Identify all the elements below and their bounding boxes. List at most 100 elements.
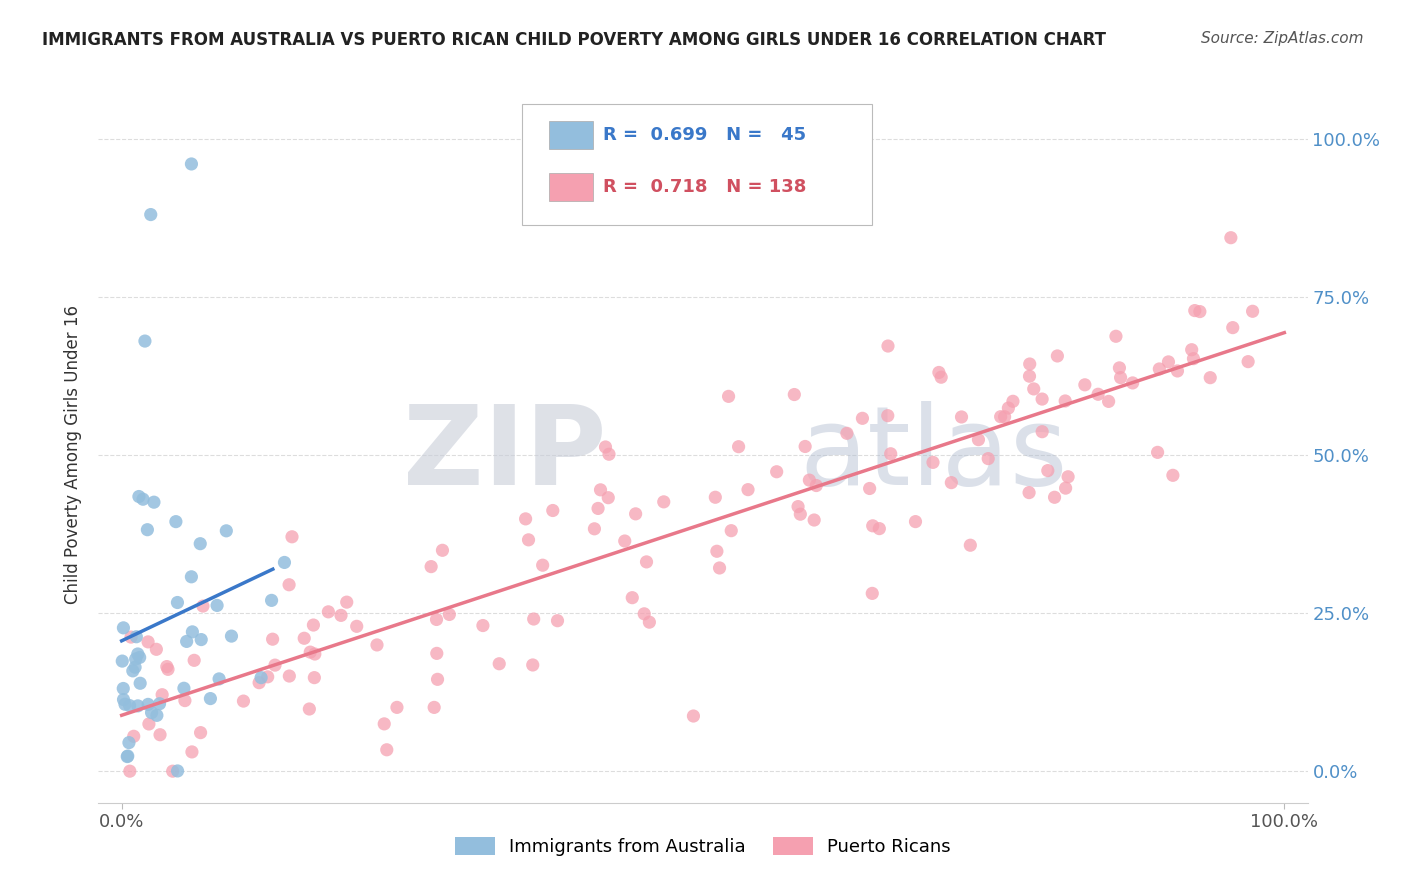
Point xyxy=(423,700,446,714)
Point xyxy=(426,646,449,660)
Point xyxy=(859,482,882,496)
Point xyxy=(139,208,162,222)
Point xyxy=(165,515,187,529)
Point xyxy=(166,764,188,778)
Point xyxy=(950,409,973,424)
Point xyxy=(117,749,139,764)
Point xyxy=(127,647,149,661)
Point xyxy=(432,543,454,558)
Point xyxy=(652,495,675,509)
Point xyxy=(180,157,202,171)
Point xyxy=(426,673,449,687)
Point xyxy=(330,608,353,623)
Point xyxy=(302,618,325,632)
Point xyxy=(125,630,148,644)
Point xyxy=(959,538,981,552)
Point xyxy=(124,652,146,666)
Point xyxy=(1184,303,1206,318)
Point xyxy=(1161,468,1184,483)
Point xyxy=(589,483,612,497)
Point xyxy=(336,595,359,609)
Point xyxy=(191,599,214,613)
Point xyxy=(247,675,270,690)
Point xyxy=(156,662,179,676)
Point xyxy=(1188,304,1211,318)
Point xyxy=(124,660,146,674)
Point xyxy=(176,634,198,648)
Point xyxy=(138,717,160,731)
Point xyxy=(1199,370,1222,384)
Point xyxy=(904,515,927,529)
Point xyxy=(717,389,740,403)
Point xyxy=(262,632,284,647)
Point xyxy=(278,578,301,592)
Point xyxy=(595,440,617,454)
Point xyxy=(173,681,195,696)
Point xyxy=(586,501,609,516)
Point xyxy=(547,614,569,628)
Point xyxy=(1241,304,1264,318)
Point xyxy=(1074,377,1097,392)
Point xyxy=(1149,362,1171,376)
Point xyxy=(1043,490,1066,504)
Point xyxy=(624,507,647,521)
Point xyxy=(879,447,901,461)
Point xyxy=(145,642,167,657)
Point xyxy=(967,433,990,447)
Point xyxy=(114,698,136,712)
FancyBboxPatch shape xyxy=(550,173,593,201)
Point xyxy=(806,478,828,492)
Point xyxy=(215,524,238,538)
Point xyxy=(118,764,141,779)
Text: IMMIGRANTS FROM AUSTRALIA VS PUERTO RICAN CHILD POVERTY AMONG GIRLS UNDER 16 COR: IMMIGRANTS FROM AUSTRALIA VS PUERTO RICA… xyxy=(42,31,1107,49)
Point xyxy=(298,702,321,716)
Point xyxy=(1219,230,1241,244)
Point xyxy=(488,657,510,671)
Point xyxy=(1001,394,1024,409)
Point xyxy=(122,729,145,743)
Point xyxy=(132,492,155,507)
Point xyxy=(292,632,315,646)
Point xyxy=(706,544,728,558)
Point xyxy=(598,447,620,461)
Point xyxy=(318,605,340,619)
Point xyxy=(118,736,141,750)
Point xyxy=(783,387,806,401)
Point xyxy=(720,524,742,538)
Point xyxy=(181,745,204,759)
Point xyxy=(531,558,554,573)
Point xyxy=(1157,355,1180,369)
Point xyxy=(1018,369,1040,384)
Point xyxy=(868,522,890,536)
Point xyxy=(851,411,873,425)
Point xyxy=(304,647,326,661)
Point xyxy=(118,698,141,713)
Point xyxy=(420,559,443,574)
Point xyxy=(860,586,883,600)
Point xyxy=(922,455,945,469)
Point xyxy=(1146,445,1168,459)
Point xyxy=(862,518,884,533)
Text: R =  0.718   N = 138: R = 0.718 N = 138 xyxy=(603,178,806,196)
Point xyxy=(876,409,898,423)
Point xyxy=(149,728,172,742)
Point xyxy=(200,691,222,706)
Point xyxy=(121,664,143,678)
Point xyxy=(141,706,163,720)
Point xyxy=(190,725,212,739)
Point xyxy=(117,749,139,764)
Point xyxy=(1046,349,1069,363)
Point xyxy=(1122,376,1144,390)
Point xyxy=(346,619,368,633)
Point xyxy=(997,401,1019,415)
Point xyxy=(150,688,173,702)
Point xyxy=(183,653,205,667)
Point xyxy=(128,490,150,504)
Point xyxy=(112,692,135,706)
Point xyxy=(1097,394,1119,409)
Point xyxy=(799,473,821,487)
Point xyxy=(598,491,620,505)
Point xyxy=(134,334,156,348)
Point xyxy=(256,670,278,684)
Point xyxy=(148,697,170,711)
